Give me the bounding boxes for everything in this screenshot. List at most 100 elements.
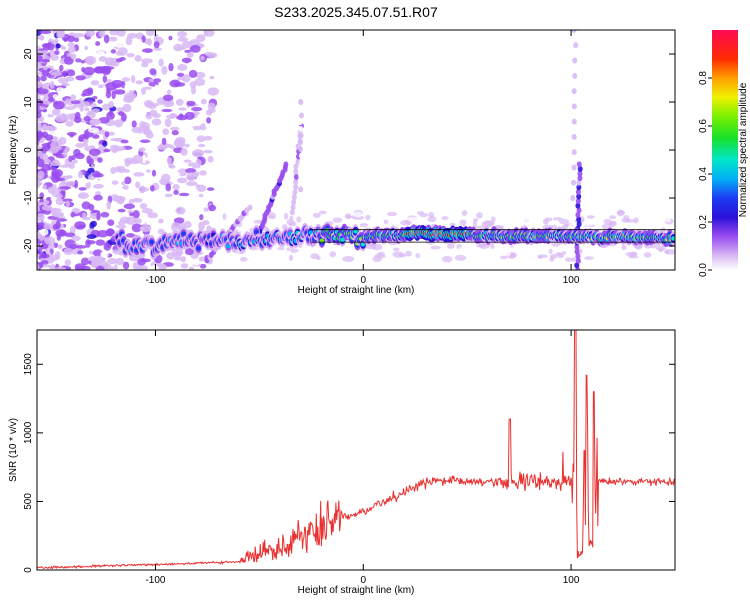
noise-blob bbox=[59, 64, 64, 72]
noise-blob bbox=[112, 254, 121, 259]
noise-blob bbox=[96, 212, 101, 221]
figure-title: S233.2025.345.07.51.R07 bbox=[274, 4, 438, 20]
haze-blob bbox=[286, 247, 291, 251]
haze-blob bbox=[352, 211, 363, 218]
streak-blob bbox=[576, 184, 582, 191]
haze-blob bbox=[484, 255, 495, 261]
noise-blob bbox=[153, 41, 160, 49]
haze-blob bbox=[288, 254, 294, 262]
noise-blob bbox=[65, 120, 74, 127]
noise-blob bbox=[37, 205, 40, 213]
noise-blob bbox=[70, 53, 77, 60]
haze-blob bbox=[337, 254, 344, 258]
noise-blob bbox=[123, 92, 135, 102]
noise-blob bbox=[180, 263, 189, 269]
noise-blob bbox=[124, 158, 131, 167]
noise-blob bbox=[125, 233, 136, 238]
snr-ylabel: SNR (10 * v/v) bbox=[8, 418, 19, 482]
noise-blob bbox=[123, 203, 135, 210]
noise-blob bbox=[46, 196, 52, 201]
noise-blob bbox=[97, 99, 103, 104]
snr-ytick-label: 1000 bbox=[23, 421, 34, 444]
streak-blob bbox=[571, 133, 577, 140]
noise-blob bbox=[118, 111, 125, 116]
snr-ytick-label: 1500 bbox=[23, 353, 34, 376]
streak-blob bbox=[293, 178, 299, 185]
haze-blob bbox=[493, 214, 504, 218]
noise-blob bbox=[206, 117, 212, 124]
haze-blob bbox=[374, 253, 386, 259]
noise-blob bbox=[50, 71, 62, 77]
streak-blob bbox=[297, 166, 303, 173]
streak-blob bbox=[575, 202, 581, 209]
noise-blob bbox=[198, 193, 204, 198]
spectrogram-heatmap bbox=[37, 30, 675, 270]
noise-blob bbox=[55, 43, 61, 49]
noise-blob bbox=[48, 244, 55, 250]
haze-blob bbox=[625, 219, 635, 223]
noise-blob bbox=[164, 193, 173, 198]
haze-blob bbox=[476, 212, 483, 219]
streak-blob bbox=[289, 209, 295, 216]
haze-blob bbox=[427, 216, 437, 223]
noise-blob bbox=[54, 266, 66, 270]
noise-blob bbox=[39, 192, 45, 199]
streak-blob bbox=[576, 207, 582, 214]
noise-blob bbox=[195, 159, 202, 167]
streak-blob bbox=[574, 262, 580, 269]
noise-blob bbox=[141, 208, 153, 214]
snr-frame bbox=[36, 329, 676, 571]
streak-blob bbox=[293, 168, 299, 175]
noise-blob bbox=[107, 258, 118, 265]
noise-blob bbox=[41, 163, 51, 172]
haze-blob bbox=[405, 250, 412, 257]
noise-blob bbox=[122, 103, 132, 113]
snr-series-line bbox=[37, 330, 675, 570]
noise-blob bbox=[139, 224, 152, 233]
haze-blob bbox=[558, 218, 570, 225]
noise-blob bbox=[196, 135, 206, 143]
haze-blob bbox=[561, 251, 567, 255]
noise-blob bbox=[198, 256, 206, 262]
noise-blob bbox=[123, 220, 132, 224]
noise-blob bbox=[50, 141, 58, 150]
noise-blob bbox=[178, 107, 187, 111]
noise-blob bbox=[135, 80, 144, 85]
noise-blob bbox=[48, 96, 56, 103]
streak-blob bbox=[297, 119, 303, 126]
snr-xlabel: Height of straight line (km) bbox=[298, 585, 415, 596]
noise-blob bbox=[169, 126, 180, 131]
noise-blob bbox=[171, 130, 179, 136]
haze-blob bbox=[458, 246, 469, 253]
noise-blob bbox=[174, 82, 186, 87]
noise-blob bbox=[82, 141, 88, 147]
noise-blob bbox=[50, 54, 59, 61]
noise-blob bbox=[39, 30, 52, 35]
spectrogram-xtick-label: -100 bbox=[145, 275, 165, 286]
noise-blob bbox=[39, 106, 47, 111]
streak-blob bbox=[247, 204, 253, 211]
noise-blob bbox=[84, 107, 90, 112]
noise-blob bbox=[168, 35, 173, 41]
noise-blob bbox=[192, 125, 202, 131]
noise-blob bbox=[180, 148, 188, 156]
noise-blob bbox=[92, 96, 98, 100]
noise-blob bbox=[90, 220, 97, 228]
noise-blob bbox=[39, 34, 45, 41]
ridge-core bbox=[254, 229, 259, 235]
noise-blob bbox=[173, 189, 179, 195]
noise-blob bbox=[112, 249, 124, 255]
noise-blob bbox=[207, 87, 219, 96]
haze-blob bbox=[476, 243, 487, 248]
noise-blob bbox=[132, 210, 140, 219]
noise-blob bbox=[44, 134, 54, 141]
noise-blob bbox=[70, 100, 81, 105]
noise-blob bbox=[174, 250, 182, 259]
streak-blob bbox=[298, 125, 304, 132]
noise-blob bbox=[203, 135, 213, 141]
haze-blob bbox=[621, 244, 627, 251]
noise-blob bbox=[206, 52, 218, 59]
snr-xtick-label: -100 bbox=[145, 575, 165, 586]
haze-blob bbox=[283, 212, 289, 220]
